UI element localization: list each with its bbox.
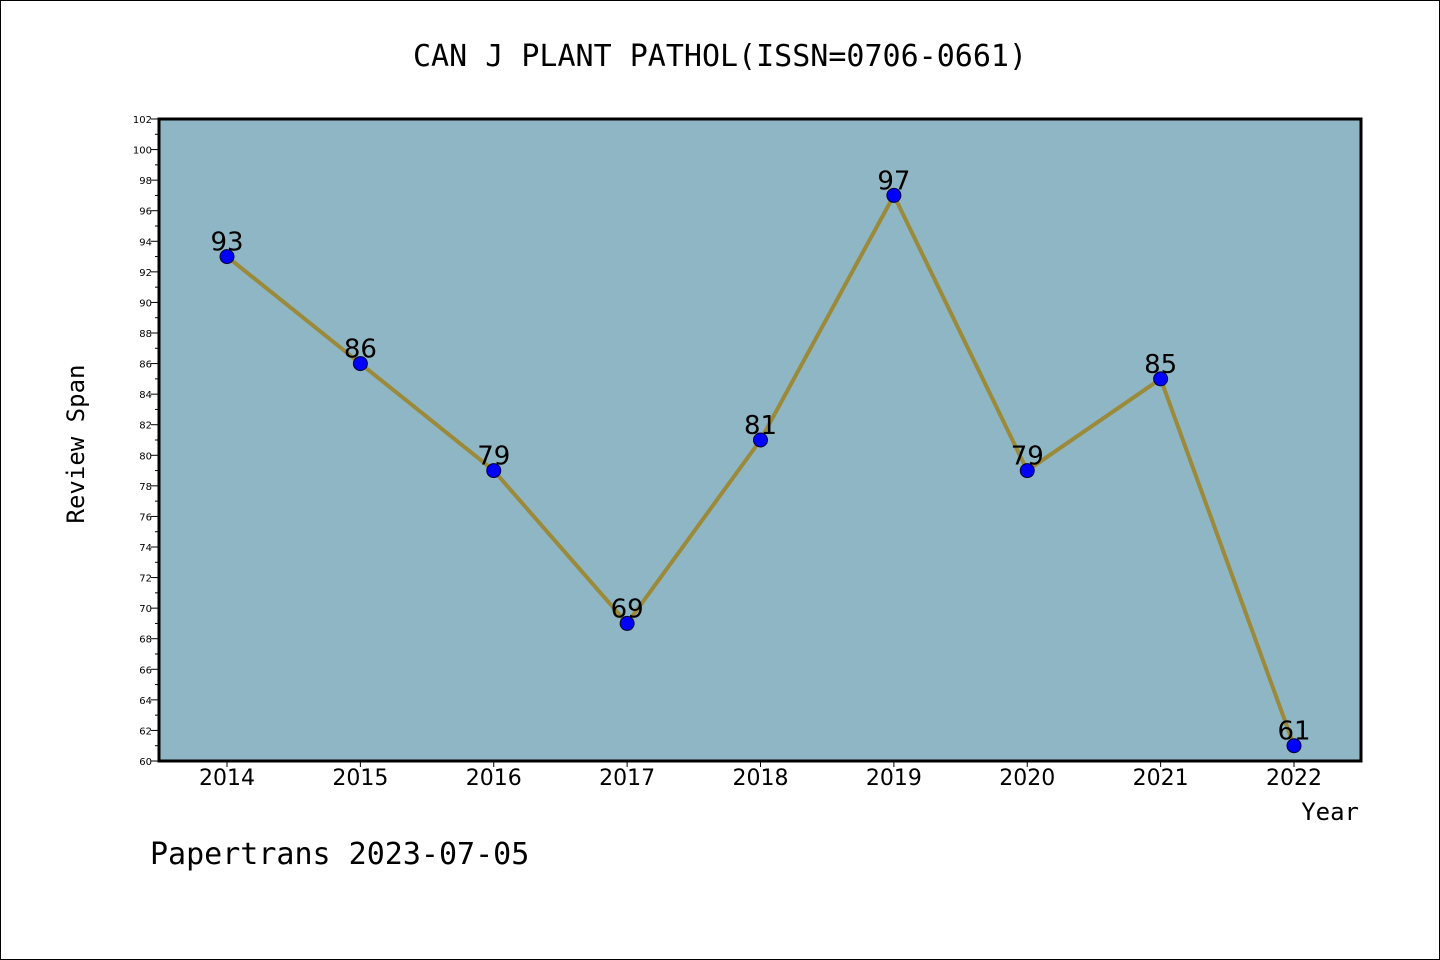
y-tick-label: 100	[133, 146, 152, 157]
x-tick-label: 2021	[1133, 766, 1189, 791]
data-label: 69	[611, 594, 644, 624]
y-tick-label: 78	[139, 482, 152, 493]
y-tick-label: 98	[139, 176, 152, 187]
data-point	[1019, 463, 1035, 479]
y-tick-label: 88	[139, 329, 152, 340]
data-point	[1286, 738, 1302, 754]
data-label: 79	[1011, 442, 1044, 472]
y-tick-label: 60	[139, 757, 152, 768]
plot-border	[157, 117, 1363, 763]
data-point	[352, 356, 368, 372]
data-label: 61	[1277, 717, 1310, 747]
x-axis: 2014 2015 2016 2017 2018 2019 2020 2021 2022	[199, 761, 1322, 791]
x-tick-label: 2018	[733, 766, 789, 791]
x-tick-label: 2019	[866, 766, 922, 791]
y-axis: 60 62 64 66 68 70 72 74 76 78 80 82 84 86 88 90 92 94 96 98…	[133, 115, 159, 768]
data-label: 79	[477, 442, 510, 472]
y-tick-label: 66	[139, 665, 152, 676]
data-point	[619, 615, 635, 631]
y-tick-label: 76	[139, 512, 152, 523]
data-label: 81	[744, 411, 777, 441]
data-label: 97	[877, 166, 910, 196]
y-tick-label: 84	[139, 390, 152, 401]
data-label: 93	[210, 228, 243, 258]
y-tick-label: 62	[139, 726, 152, 737]
series-layer: 93 86 79 69 81 97 79 85 61	[210, 166, 1311, 754]
y-tick-label: 82	[139, 421, 152, 432]
y-tick-label: 72	[139, 574, 152, 585]
x-tick-label: 2014	[199, 766, 255, 791]
x-tick-label: 2022	[1266, 766, 1322, 791]
y-tick-label: 96	[139, 207, 152, 218]
x-axis-title: Year	[1301, 798, 1359, 826]
data-point	[1153, 371, 1169, 387]
y-tick-label: 86	[139, 360, 152, 371]
data-point	[486, 463, 502, 479]
y-tick-label: 64	[139, 696, 152, 707]
y-tick-label: 92	[139, 268, 152, 279]
x-tick-label: 2017	[599, 766, 655, 791]
y-tick-label: 80	[139, 451, 152, 462]
y-axis-title: Review Span	[62, 365, 90, 524]
x-tick-label: 2020	[999, 766, 1055, 791]
chart-title: CAN J PLANT PATHOL(ISSN=0706-0661)	[413, 39, 1027, 74]
y-tick-label: 68	[139, 635, 152, 646]
y-tick-label: 74	[139, 543, 152, 554]
x-tick-label: 2015	[332, 766, 388, 791]
data-point	[886, 187, 902, 203]
data-point	[219, 249, 235, 265]
data-label: 85	[1144, 350, 1177, 380]
data-label: 86	[344, 335, 377, 365]
x-tick-label: 2016	[466, 766, 522, 791]
y-tick-label: 102	[133, 115, 152, 126]
y-tick-label: 90	[139, 298, 152, 309]
footer-date-label: Papertrans 2023-07-05	[150, 837, 529, 872]
data-point	[753, 432, 768, 448]
y-tick-label: 94	[139, 237, 152, 248]
y-tick-label: 70	[139, 604, 152, 615]
